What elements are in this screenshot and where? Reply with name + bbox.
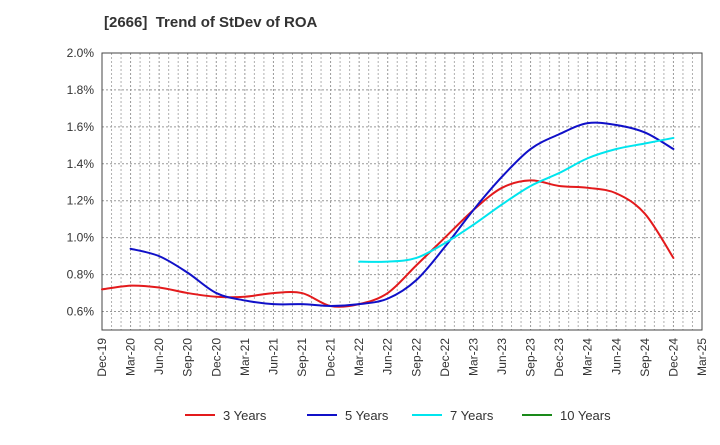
x-tick-label: Jun-24: [609, 338, 623, 375]
y-tick-label: 1.2%: [67, 194, 95, 208]
series-line-3-years: [101, 179, 675, 308]
x-tick-label: Mar-23: [466, 338, 480, 376]
x-tick-label: Dec-24: [666, 338, 680, 377]
x-tick-label: Sep-24: [638, 338, 652, 377]
y-tick-label: 1.6%: [67, 120, 95, 134]
x-tick-label: Mar-24: [581, 338, 595, 376]
x-tick-label: Mar-20: [124, 338, 138, 376]
series-line-5-years: [129, 121, 675, 307]
x-tick-label: Jun-21: [266, 338, 280, 375]
x-tick-label: Dec-19: [95, 338, 109, 377]
x-tick-label: Dec-22: [438, 338, 452, 377]
legend-label-3-years: 3 Years: [223, 408, 267, 423]
x-tick-label: Mar-21: [238, 338, 252, 376]
x-tick-label: Dec-23: [552, 338, 566, 377]
x-tick-label: Sep-21: [295, 338, 309, 377]
y-tick-label: 1.8%: [67, 83, 95, 97]
x-tick-label: Jun-23: [495, 338, 509, 375]
legend-label-10-years: 10 Years: [560, 408, 611, 423]
x-tick-label: Sep-22: [409, 338, 423, 377]
x-tick-label: Mar-25: [695, 338, 709, 376]
x-tick-label: Sep-20: [181, 338, 195, 377]
legend-label-7-years: 7 Years: [450, 408, 494, 423]
x-tick-label: Jun-20: [152, 338, 166, 375]
plot-border: [101, 52, 703, 331]
x-tick-label: Dec-21: [324, 338, 338, 377]
x-tick-label: Mar-22: [352, 338, 366, 376]
y-tick-label: 0.6%: [67, 305, 95, 319]
y-tick-label: 0.8%: [67, 268, 95, 282]
y-tick-label: 2.0%: [67, 46, 95, 60]
y-tick-label: 1.0%: [67, 231, 95, 245]
legend-label-5-years: 5 Years: [345, 408, 389, 423]
x-tick-label: Dec-20: [209, 338, 223, 377]
y-tick-label: 1.4%: [67, 157, 95, 171]
series-line-7-years: [358, 136, 675, 263]
x-tick-label: Jun-22: [381, 338, 395, 375]
x-tick-label: Sep-23: [524, 338, 538, 377]
chart-title: [2666] Trend of StDev of ROA: [104, 14, 318, 31]
